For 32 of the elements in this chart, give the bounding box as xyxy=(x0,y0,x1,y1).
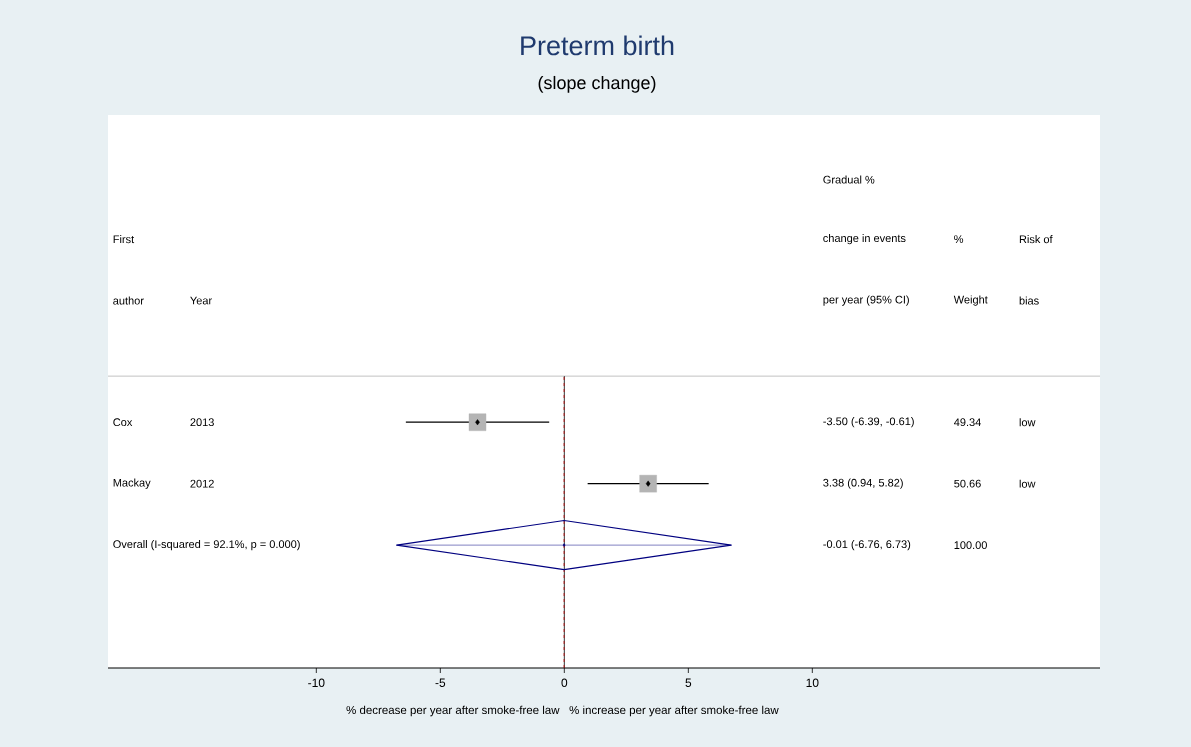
y-tick-label: Cox xyxy=(113,418,133,427)
text: % xyxy=(954,235,964,243)
annotation: -3.50 (-6.39, -0.61) xyxy=(823,417,914,428)
x-tick-label: -5 xyxy=(435,678,446,687)
text: Weight xyxy=(953,295,988,306)
annotation: 3.38 (0.94, 5.82) xyxy=(823,478,903,489)
text: bias xyxy=(1019,296,1039,305)
x-tick-label: 5 xyxy=(685,678,692,687)
text: Risk of xyxy=(1019,235,1053,244)
x-tick-label: 10 xyxy=(806,678,819,688)
annotation: -0.01 (-6.76, 6.73) xyxy=(823,539,911,551)
text: Year xyxy=(190,296,212,305)
text: % increase per year after smoke-free law xyxy=(569,705,779,717)
text: Gradual % xyxy=(823,175,875,184)
annotation: low xyxy=(1019,479,1036,488)
annotation: 49.34 xyxy=(954,418,981,427)
annotation: low xyxy=(1019,418,1036,427)
annotation: 2013 xyxy=(190,418,214,427)
annotation: 2012 xyxy=(190,479,214,488)
x-tick-label: 0 xyxy=(561,678,568,688)
text: % decrease per year after smoke-free law xyxy=(346,705,560,717)
chart-title: Preterm birth xyxy=(521,35,674,56)
y-tick-label: Mackay xyxy=(113,478,151,489)
x-tick-label: -10 xyxy=(308,678,325,688)
chart-subtitle: (slope change) xyxy=(538,75,656,93)
y-tick-label: Overall (I-squared = 92.1%, p = 0.000) xyxy=(113,539,300,551)
text: author xyxy=(113,296,144,305)
annotation: 100.00 xyxy=(954,541,987,550)
text: First xyxy=(113,235,135,244)
text: change in events xyxy=(823,233,906,245)
annotation: 50.66 xyxy=(954,479,981,488)
text: per year (95% CI) xyxy=(823,295,909,306)
